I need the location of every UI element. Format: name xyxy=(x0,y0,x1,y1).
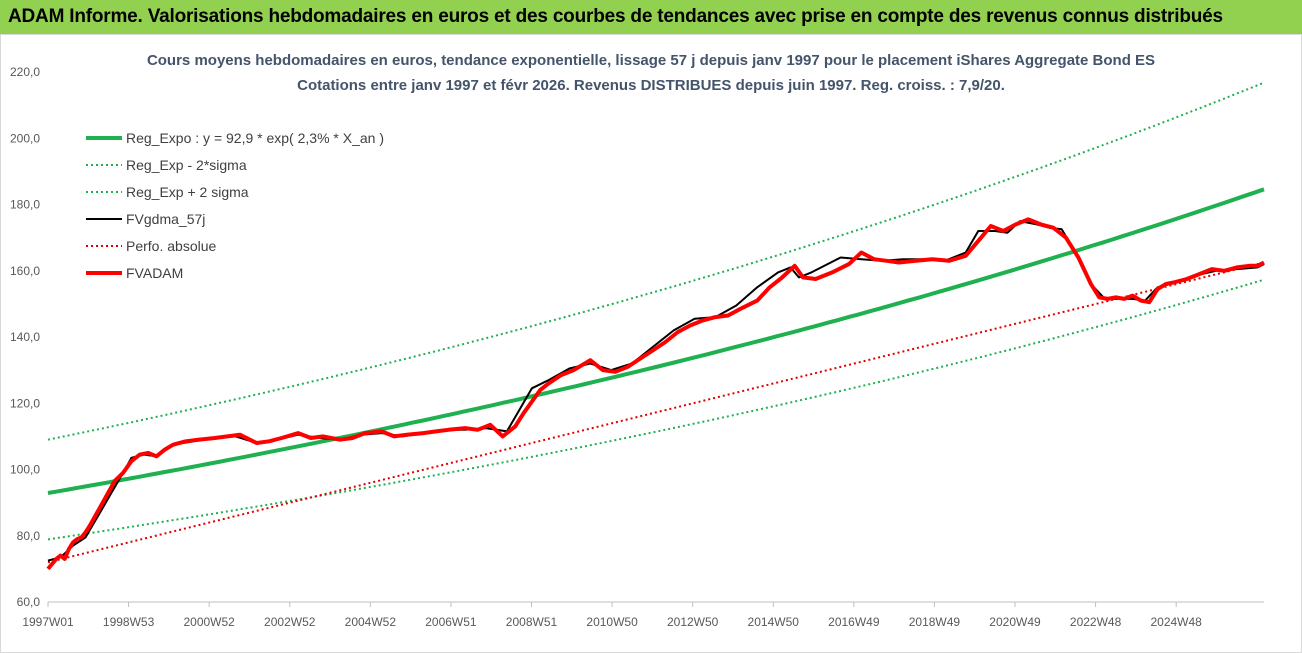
chart-title-line2: Cotations entre janv 1997 et févr 2026. … xyxy=(297,77,1005,94)
y-tick-label: 160,0 xyxy=(10,264,40,278)
series-line-1 xyxy=(47,278,1265,541)
y-tick-label: 120,0 xyxy=(10,396,40,410)
y-tick-label: 100,0 xyxy=(10,463,40,477)
x-tick-label: 2012W50 xyxy=(667,615,719,629)
x-tick-label: 2008W51 xyxy=(506,615,558,629)
x-tick-label: 2004W52 xyxy=(345,615,397,629)
legend-label: FVgdma_57j xyxy=(126,211,205,227)
legend-label: Reg_Exp - 2*sigma xyxy=(126,157,247,173)
y-tick-label: 220,0 xyxy=(10,65,40,79)
series-line-3 xyxy=(47,220,1265,562)
legend-label: Perfo. absolue xyxy=(126,238,216,254)
y-tick-label: 140,0 xyxy=(10,330,40,344)
series-line-2 xyxy=(47,81,1265,441)
chart-area xyxy=(0,34,1302,653)
x-tick-label: 2002W52 xyxy=(264,615,316,629)
x-tick-label: 2022W48 xyxy=(1070,615,1122,629)
legend: Reg_Expo : y = 92,9 * exp( 2,3% * X_an )… xyxy=(86,130,384,281)
chart-title-line1: Cours moyens hebdomadaires en euros, ten… xyxy=(146,52,1156,69)
series-layer xyxy=(46,81,1265,571)
legend-label: Reg_Expo : y = 92,9 * exp( 2,3% * X_an ) xyxy=(126,130,384,146)
x-tick-label: 2018W49 xyxy=(909,615,961,629)
report-banner: ADAM Informe. Valorisations hebdomadaire… xyxy=(0,0,1302,34)
y-tick-label: 180,0 xyxy=(10,198,40,212)
x-tick-label: 2014W50 xyxy=(748,615,800,629)
y-tick-label: 80,0 xyxy=(17,529,41,543)
x-tick-label: 2006W51 xyxy=(425,615,477,629)
y-tick-label: 200,0 xyxy=(10,131,40,145)
x-tick-label: 2020W49 xyxy=(989,615,1041,629)
series-line-4 xyxy=(47,261,1265,564)
x-tick-label: 2024W48 xyxy=(1150,615,1202,629)
series-line-0 xyxy=(47,187,1265,495)
legend-label: Reg_Exp + 2 sigma xyxy=(126,184,249,200)
legend-label: FVADAM xyxy=(126,265,183,281)
x-tick-label: 2000W52 xyxy=(183,615,235,629)
y-axis: 60,0 80,0 100,0 120,0 140,0 160,0 180,0 200,0 22… xyxy=(10,65,40,609)
series-line-5 xyxy=(46,217,1265,571)
x-tick-label: 2016W49 xyxy=(828,615,880,629)
report-title: ADAM Informe. Valorisations hebdomadaire… xyxy=(8,6,1223,27)
x-axis: 1997W01 1998W53 2000W52 2002W52 2004W52 2006W… xyxy=(22,601,1264,629)
x-tick-label: 2010W50 xyxy=(586,615,638,629)
y-tick-label: 60,0 xyxy=(17,595,41,609)
x-tick-label: 1998W53 xyxy=(103,615,155,629)
x-tick-label: 1997W01 xyxy=(22,615,74,629)
